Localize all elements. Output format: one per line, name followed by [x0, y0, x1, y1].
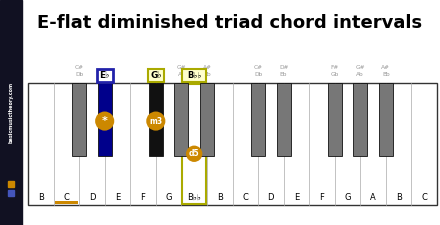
Text: B: B [38, 193, 44, 202]
Text: B♭♭: B♭♭ [187, 193, 201, 202]
Text: A#: A# [202, 65, 211, 70]
Text: B: B [396, 193, 402, 202]
Text: B♭♭: B♭♭ [187, 71, 202, 80]
Text: Db: Db [75, 72, 83, 77]
Text: D: D [88, 193, 95, 202]
Bar [8, 190, 14, 196]
Bar [200, 83, 214, 156]
Bar [0, 0, 22, 225]
Bar [182, 84, 206, 204]
Text: Ab: Ab [177, 72, 185, 77]
Text: Bb: Bb [203, 72, 211, 77]
Text: E: E [294, 193, 299, 202]
Bar [328, 83, 342, 156]
Bar [182, 69, 206, 82]
Bar [174, 83, 188, 156]
Text: G: G [344, 193, 351, 202]
Bar [251, 83, 265, 156]
Text: F: F [319, 193, 324, 202]
Text: Eb: Eb [280, 72, 287, 77]
Text: *: * [102, 116, 108, 126]
Text: C: C [242, 193, 248, 202]
Text: G: G [165, 193, 172, 202]
Text: E-flat diminished triad chord intervals: E-flat diminished triad chord intervals [37, 14, 422, 32]
Text: E♭: E♭ [99, 71, 110, 80]
Bar [379, 83, 393, 156]
Text: d5: d5 [189, 149, 199, 158]
Bar [28, 83, 437, 205]
Bar [277, 83, 291, 156]
Text: G#: G# [356, 65, 365, 70]
Bar [8, 181, 14, 187]
Text: C#: C# [75, 65, 84, 70]
Text: Bb: Bb [382, 72, 390, 77]
Text: basicmusictheory.com: basicmusictheory.com [8, 81, 14, 143]
Text: C: C [421, 193, 427, 202]
Text: G♭: G♭ [150, 71, 161, 80]
Bar [98, 83, 112, 156]
Text: G#: G# [176, 65, 186, 70]
Text: F#: F# [330, 65, 339, 70]
Bar [353, 83, 367, 156]
Text: A: A [370, 193, 376, 202]
Text: B: B [217, 193, 223, 202]
Text: A#: A# [381, 65, 390, 70]
Bar [148, 69, 164, 82]
Circle shape [146, 112, 165, 131]
Bar [72, 83, 86, 156]
Circle shape [186, 146, 202, 162]
Text: m3: m3 [149, 117, 162, 126]
Bar [149, 83, 163, 156]
Text: Ab: Ab [356, 72, 364, 77]
Text: D#: D# [279, 65, 288, 70]
Text: D: D [268, 193, 274, 202]
Bar [97, 69, 113, 82]
Text: Db: Db [254, 72, 262, 77]
Text: E: E [115, 193, 120, 202]
Circle shape [95, 112, 114, 131]
Text: C#: C# [253, 65, 263, 70]
Bar [55, 200, 78, 204]
Text: C: C [63, 193, 69, 202]
Text: Gb: Gb [330, 72, 339, 77]
Text: F: F [141, 193, 146, 202]
